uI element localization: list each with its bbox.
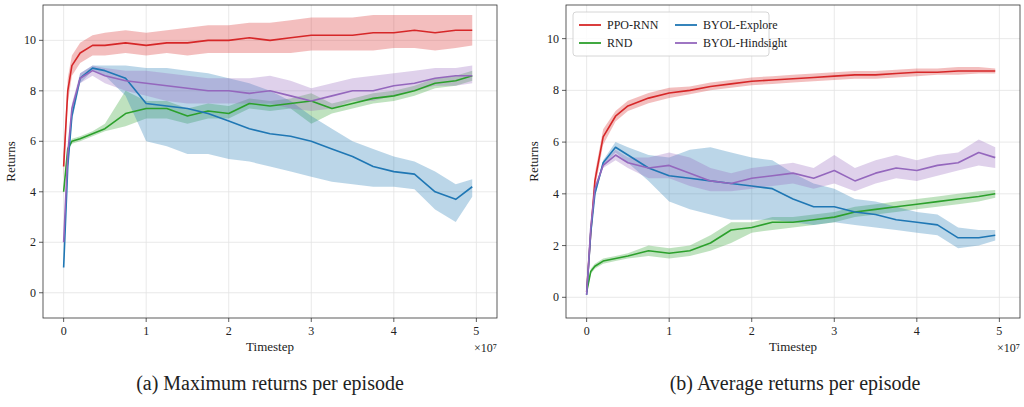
tick-mark — [39, 141, 43, 142]
y-tick-label: 4 — [30, 185, 36, 199]
tick-mark — [562, 38, 566, 39]
x-tick-label: 5 — [996, 324, 1002, 338]
tick-mark — [586, 318, 587, 322]
x-tick-label: 3 — [831, 324, 837, 338]
x-axis-label: Timestep — [246, 339, 294, 354]
tick-mark — [916, 318, 917, 322]
x-tick-label: 4 — [391, 324, 397, 338]
x-axis-label: Timestep — [769, 339, 817, 354]
y-tick-label: 4 — [553, 187, 559, 201]
series-line — [64, 71, 473, 243]
y-tick-label: 2 — [30, 235, 36, 249]
plot-area — [43, 5, 497, 318]
legend-label: BYOL-Hindsight — [703, 36, 788, 50]
grid-line — [43, 242, 497, 243]
tick-mark — [562, 245, 566, 246]
x-tick-label: 2 — [749, 324, 755, 338]
confidence-band — [64, 66, 473, 245]
plot-frame — [43, 5, 497, 318]
y-tick-label: 0 — [30, 286, 36, 300]
caption: (a) Maximum returns per episode — [136, 372, 404, 395]
tick-mark — [146, 318, 147, 322]
y-tick-label: 6 — [553, 135, 559, 149]
tick-mark — [39, 40, 43, 41]
tick-mark — [39, 90, 43, 91]
tick-mark — [39, 191, 43, 192]
caption: (b) Average returns per episode — [670, 372, 921, 395]
grid-line — [566, 90, 1020, 91]
series-line — [64, 30, 473, 166]
confidence-band — [587, 140, 996, 297]
tick-mark — [39, 242, 43, 243]
tick-mark — [562, 193, 566, 194]
figure: 0246810012345TimestepReturns×10⁷(a) Maxi… — [0, 0, 1024, 407]
legend-label: PPO-RNN — [607, 18, 659, 32]
y-tick-label: 6 — [30, 134, 36, 148]
x-offset-label: ×10⁷ — [997, 341, 1020, 355]
panel: 0 2 4 6 8 10 0 1 2 3 4 5 Timestep Returns ×10⁷ (a) Maxi… — [3, 5, 497, 395]
y-axis-label: Returns — [3, 141, 18, 181]
plot-area — [566, 5, 1020, 318]
grid-line — [999, 5, 1000, 318]
x-tick-label: 0 — [584, 324, 590, 338]
legend-label: BYOL-Explore — [703, 18, 778, 32]
legend-swatch — [675, 24, 697, 26]
legend-label: RND — [607, 36, 633, 50]
y-tick-label: 2 — [553, 239, 559, 253]
y-tick-label: 10 — [24, 33, 36, 47]
y-tick-label: 0 — [553, 290, 559, 304]
x-tick-label: 1 — [143, 324, 149, 338]
y-tick-label: 10 — [547, 32, 559, 46]
tick-mark — [562, 297, 566, 298]
x-offset-label: ×10⁷ — [474, 341, 497, 355]
grid-line — [566, 245, 1020, 246]
tick-mark — [393, 318, 394, 322]
tick-mark — [228, 318, 229, 322]
series-line — [587, 147, 996, 294]
tick-mark — [562, 142, 566, 143]
legend-swatch — [675, 42, 697, 44]
grid-line — [566, 142, 1020, 143]
panel: 0 2 4 6 8 10 0 1 2 3 4 5 Timestep Returns ×10⁷ (b) Aver… — [526, 5, 1020, 395]
grid-line — [43, 292, 497, 293]
plot-frame — [566, 5, 1020, 318]
tick-mark — [751, 318, 752, 322]
tick-mark — [39, 292, 43, 293]
data-group — [64, 15, 473, 270]
grid-line — [476, 5, 477, 318]
tick-mark — [476, 318, 477, 322]
tick-mark — [63, 318, 64, 322]
y-axis-label: Returns — [526, 141, 541, 181]
series-line — [587, 71, 996, 292]
x-tick-label: 0 — [61, 324, 67, 338]
series-line — [587, 194, 996, 292]
x-tick-label: 3 — [308, 324, 314, 338]
y-tick-label: 8 — [30, 84, 36, 98]
legend: PPO-RNN RND BYOL-Explore BYOL-Hindsight — [573, 12, 788, 56]
x-tick-label: 5 — [473, 324, 479, 338]
grid-line — [566, 297, 1020, 298]
tick-mark — [999, 318, 1000, 322]
confidence-band — [64, 66, 473, 270]
data-group — [587, 67, 996, 296]
tick-mark — [311, 318, 312, 322]
series-line — [64, 68, 473, 267]
tick-mark — [562, 90, 566, 91]
x-tick-label: 1 — [666, 324, 672, 338]
tick-mark — [834, 318, 835, 322]
x-tick-label: 4 — [914, 324, 920, 338]
x-tick-label: 2 — [226, 324, 232, 338]
legend-swatch — [579, 24, 601, 26]
tick-mark — [669, 318, 670, 322]
legend-swatch — [579, 42, 601, 44]
page: {"chart_data": [ {"type": "line", "title… — [0, 0, 1024, 407]
series-line — [587, 152, 996, 294]
y-tick-label: 8 — [553, 83, 559, 97]
